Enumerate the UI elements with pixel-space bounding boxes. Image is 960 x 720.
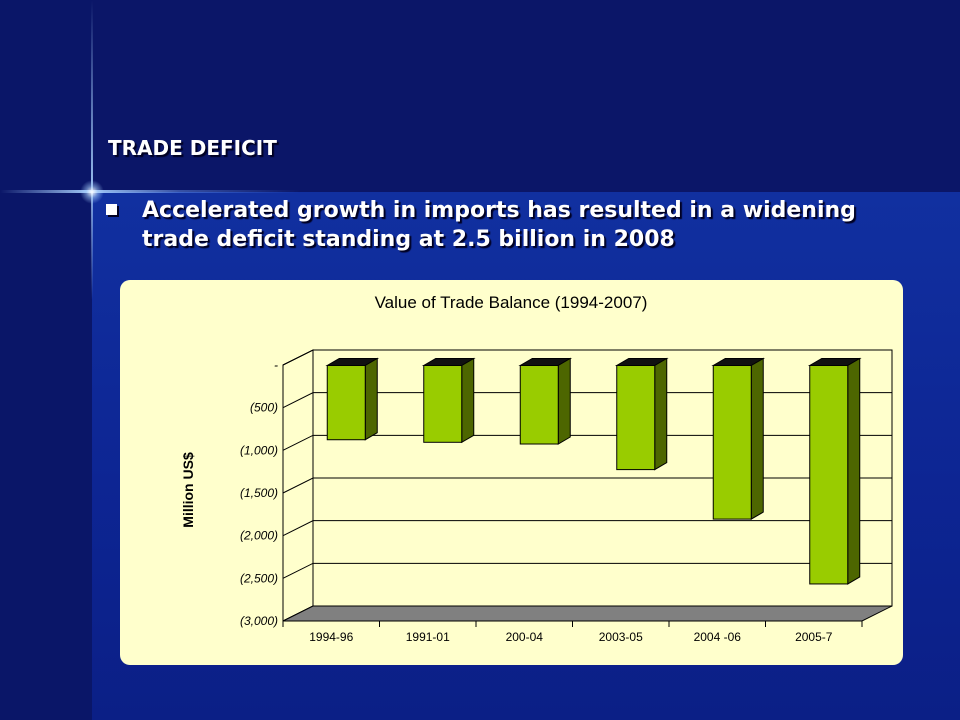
x-tick-label: 2005-7 — [795, 630, 833, 644]
bar-side — [847, 357, 861, 585]
y-tick-label: - — [274, 358, 278, 372]
bar-side — [557, 357, 571, 445]
x-tick-label: 2004 -06 — [694, 630, 742, 644]
bar-front — [423, 365, 463, 443]
y-axis-ticks: - (500) (1,000) (1,500) (2,000) (2,500) (3,000… — [240, 358, 278, 628]
chart-panel: Value of Trade Balance (1994-2007) - (500… — [120, 280, 903, 665]
gridline — [282, 520, 892, 537]
background-left — [0, 0, 92, 720]
y-tick-label: (3,000) — [240, 614, 278, 628]
chart-gridlines — [282, 349, 892, 579]
y-tick-label: (2,000) — [240, 529, 278, 543]
bar-side — [364, 357, 378, 441]
slide-heading: TRADE DEFICIT — [108, 136, 277, 160]
bar — [711, 357, 766, 520]
bar-front — [616, 365, 656, 471]
bullet-text: Accelerated growth in imports has result… — [142, 198, 856, 252]
y-tick-label: (500) — [250, 401, 278, 415]
bar — [325, 357, 380, 441]
bullet-item: Accelerated growth in imports has result… — [104, 196, 924, 254]
x-tick-label: 200-04 — [506, 630, 544, 644]
y-tick-label: (1,000) — [240, 443, 278, 457]
x-axis-ticks: 1994-96 1991-01 200-04 2003-05 2004 -06 2005-… — [282, 621, 863, 644]
chart-floor — [282, 605, 893, 622]
bar-front — [519, 365, 559, 445]
gridline — [282, 392, 892, 409]
bar-front — [326, 365, 366, 441]
gridline — [282, 477, 892, 494]
bar-front — [712, 365, 752, 520]
gridline — [282, 349, 892, 366]
gridline — [282, 562, 892, 579]
bar-front — [809, 365, 849, 585]
bar-side — [461, 357, 475, 444]
lens-flare-vertical — [91, 0, 93, 300]
x-tick-label: 1994-96 — [309, 630, 353, 644]
bar-side — [654, 357, 668, 471]
lens-flare-horizontal — [0, 190, 300, 193]
bullet-square-icon — [106, 204, 117, 215]
chart-bars — [325, 357, 862, 585]
background-top — [0, 0, 960, 192]
bar — [421, 357, 476, 444]
gridline — [282, 434, 892, 451]
trade-balance-chart: Value of Trade Balance (1994-2007) - (500… — [180, 293, 893, 644]
y-tick-label: (1,500) — [240, 486, 278, 500]
bar — [614, 357, 669, 471]
x-tick-label: 1991-01 — [406, 630, 450, 644]
lens-flare-center — [80, 180, 104, 204]
bar — [518, 357, 573, 445]
y-tick-label: (2,500) — [240, 571, 278, 585]
x-tick-label: 2003-05 — [599, 630, 643, 644]
chart-title: Value of Trade Balance (1994-2007) — [375, 293, 648, 312]
bar-side — [750, 357, 764, 520]
bar — [807, 357, 862, 585]
y-axis-label: Million US$ — [180, 452, 196, 528]
